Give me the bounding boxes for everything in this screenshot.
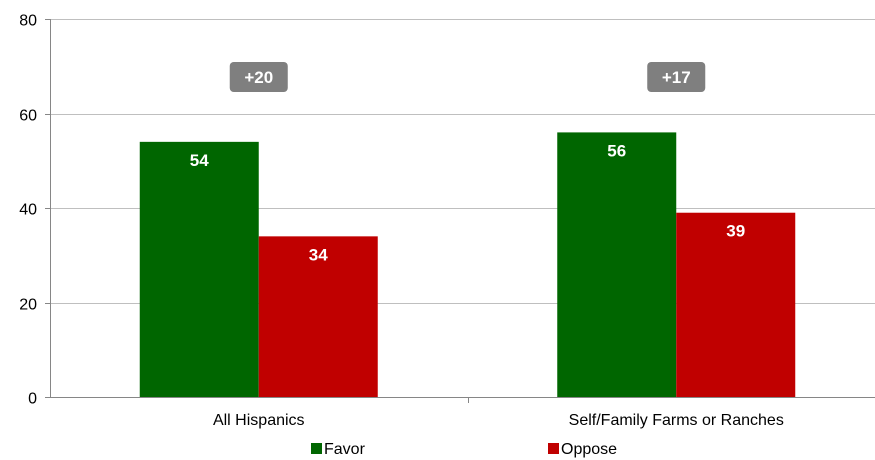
category-label: Self/Family Farms or Ranches <box>569 412 784 429</box>
data-label-favor: 56 <box>607 141 626 160</box>
legend-label-oppose: Oppose <box>561 441 617 458</box>
y-tick-label: 40 <box>19 202 37 219</box>
category-label: All Hispanics <box>213 412 305 429</box>
legend-label-favor: Favor <box>324 441 366 458</box>
bar-favor-1 <box>557 132 677 397</box>
data-label-favor: 54 <box>190 151 209 170</box>
legend: Favor Oppose <box>311 441 617 458</box>
difference-label: +20 <box>244 68 273 87</box>
data-label-oppose: 39 <box>726 222 745 241</box>
bars <box>139 132 796 397</box>
axes: 0 20 40 60 80 All Hispanics Self/Family Farms … <box>19 13 875 429</box>
bar-oppose-1 <box>676 212 796 397</box>
difference-label: +17 <box>662 68 691 87</box>
legend-swatch-oppose <box>548 443 559 454</box>
data-labels: 54 34 +20 56 39 +17 <box>190 62 745 264</box>
y-tick-label: 60 <box>19 108 37 125</box>
legend-swatch-favor <box>311 443 322 454</box>
bar-oppose-0 <box>258 236 378 397</box>
y-tick-label: 80 <box>19 13 37 30</box>
difference-badge <box>647 62 706 92</box>
y-tick-label: 0 <box>28 391 37 408</box>
difference-badge <box>229 62 288 92</box>
bar-favor-0 <box>139 141 259 397</box>
data-label-oppose: 34 <box>309 245 328 264</box>
y-tick-label: 20 <box>19 297 37 314</box>
